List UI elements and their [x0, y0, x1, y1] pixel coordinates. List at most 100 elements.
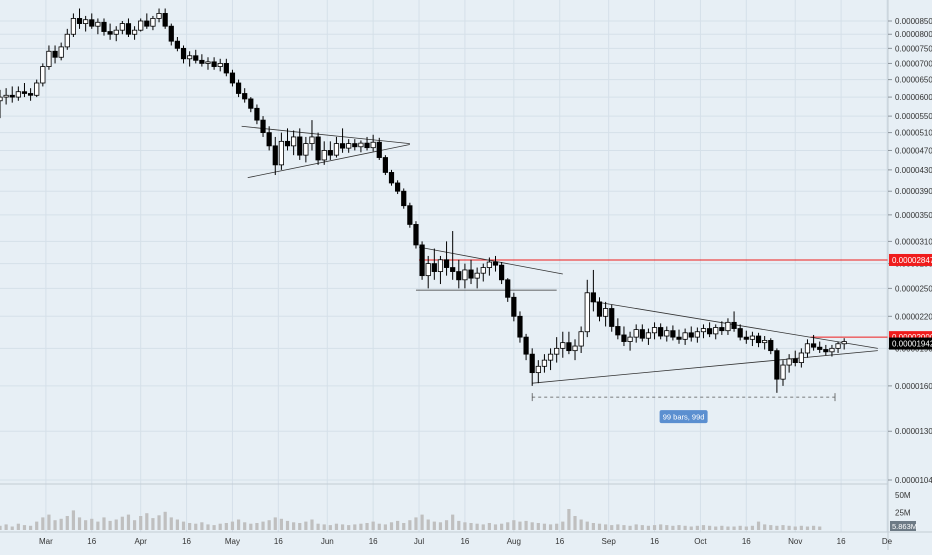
candle-body: [34, 82, 40, 96]
volume-bar: [224, 523, 228, 530]
volume-bar: [775, 525, 779, 530]
candle-body: [639, 329, 645, 339]
volume-bar: [573, 516, 577, 530]
trendline[interactable]: [532, 350, 878, 384]
volume-bar: [634, 524, 638, 530]
volume-bar: [236, 519, 241, 530]
volume-bar: [463, 522, 467, 530]
candle-body: [437, 259, 444, 272]
volume-bar: [230, 521, 235, 530]
volume-bar: [640, 525, 644, 530]
volume-bar: [579, 519, 583, 530]
time-axis[interactable]: Mar 16 Apr 16 May 16 Jun 16 Jul 16 Aug 16 Sep 16 Oct 16…: [0, 531, 932, 546]
candle-body: [291, 136, 297, 147]
volume-bar: [677, 525, 681, 530]
candle-body: [841, 341, 847, 345]
volume-bar: [444, 520, 449, 530]
volume-bar: [781, 525, 785, 530]
price-label: 0.00001942: [892, 340, 932, 349]
candle-body: [664, 330, 670, 337]
x-tick-label: 16: [650, 537, 659, 546]
volume-bar: [175, 519, 179, 530]
candle-body: [131, 29, 138, 35]
volume-pane: 50M 25M 5.863M: [0, 483, 917, 531]
price-label-box: [889, 253, 932, 266]
volume-bar: [169, 517, 173, 530]
volume-tick-label: 50M: [895, 491, 911, 500]
candle-body: [780, 364, 786, 380]
volume-bar: [475, 523, 479, 530]
candle-body: [554, 347, 560, 355]
candle-body: [407, 205, 413, 225]
candle-body: [376, 141, 382, 158]
volume-bar: [90, 518, 94, 530]
drawings[interactable]: 99 bars, 99d: [241, 125, 888, 424]
volume-bar: [396, 520, 400, 530]
volume-bar: [732, 526, 736, 530]
trendline[interactable]: [241, 125, 410, 144]
candle-body: [284, 140, 291, 147]
candle-body: [596, 301, 603, 317]
volume-bar: [59, 518, 63, 530]
volume-bar: [77, 517, 82, 530]
volume-bar: [487, 523, 491, 530]
x-tick-label: 16: [87, 537, 96, 546]
volume-bar: [414, 517, 418, 530]
trendline[interactable]: [418, 246, 563, 275]
candle-body: [798, 352, 804, 363]
candle-body: [541, 359, 548, 367]
candle-body: [242, 93, 248, 100]
candle-body: [358, 142, 364, 148]
candle-body: [431, 263, 437, 272]
volume-bar: [292, 522, 296, 530]
volume-bar: [659, 524, 663, 530]
volume-bar: [597, 523, 602, 530]
candle-body: [810, 343, 817, 348]
candle-body: [168, 25, 174, 42]
volume-bar: [243, 522, 247, 530]
volume-bar: [818, 526, 822, 530]
volume-bar: [249, 523, 253, 530]
candle-body: [719, 327, 725, 332]
candle-body: [193, 55, 199, 61]
candle-body: [303, 143, 309, 156]
candle-body: [505, 279, 511, 298]
volume-bar: [646, 525, 651, 530]
candle-body: [113, 29, 119, 35]
volume-bar: [408, 520, 412, 530]
candle-body: [138, 20, 144, 31]
volume-bar: [438, 522, 443, 530]
volume-bar: [683, 525, 687, 530]
candle-body: [144, 20, 150, 27]
candle-body: [804, 343, 811, 354]
volume-bar: [304, 521, 308, 530]
candle-body: [621, 334, 627, 342]
volume-bar: [530, 522, 534, 530]
candle-body: [603, 308, 609, 317]
x-tick-label: 16: [837, 537, 846, 546]
candle-body: [468, 269, 474, 279]
volume-bar: [799, 525, 803, 530]
candle-body: [21, 91, 28, 94]
candle-body: [52, 50, 58, 58]
volume-bar: [426, 519, 430, 530]
candle-body: [572, 345, 578, 352]
x-tick-label: 16: [460, 537, 469, 546]
candle-body: [162, 13, 168, 27]
volume-bar: [720, 525, 724, 530]
candle-body: [462, 269, 468, 281]
trendline[interactable]: [247, 144, 410, 179]
volume-bar: [714, 526, 718, 530]
volume-bar: [279, 518, 283, 530]
candle-body: [352, 143, 358, 148]
